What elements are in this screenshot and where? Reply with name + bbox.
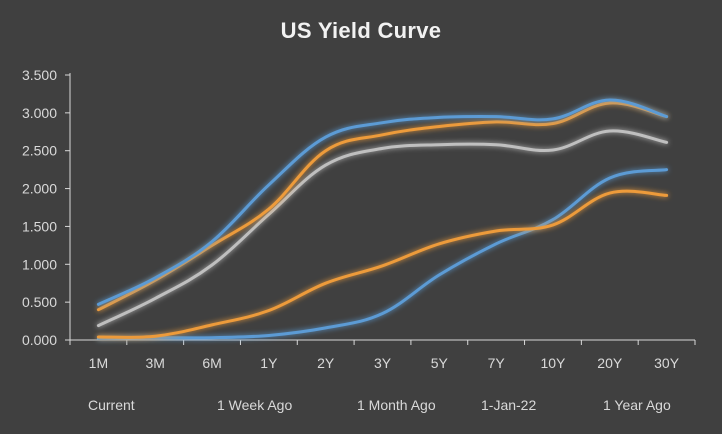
series-line-1-year-ago — [96, 168, 669, 340]
series-line-current — [96, 98, 669, 306]
series-line-1-month-ago — [96, 129, 669, 328]
x-tick-label: 1M — [89, 355, 108, 371]
y-tick-label: 2.000 — [22, 181, 57, 197]
x-tick-label: 6M — [202, 355, 221, 371]
series-line-1-week-ago — [96, 101, 669, 312]
legend-label: 1 Month Ago — [357, 397, 436, 413]
x-tick-label: 3Y — [374, 355, 392, 371]
y-tick-label: 3.500 — [22, 67, 57, 83]
x-tick-label: 7Y — [488, 355, 506, 371]
legend-label: Current — [88, 397, 135, 413]
x-tick-label: 1Y — [260, 355, 278, 371]
x-tick-label: 3M — [146, 355, 165, 371]
y-tick-label: 2.500 — [22, 143, 57, 159]
x-tick-label: 20Y — [597, 355, 623, 371]
y-tick-label: 0.000 — [22, 332, 57, 348]
y-tick-label: 0.500 — [22, 294, 57, 310]
x-tick-label: 30Y — [654, 355, 680, 371]
chart-title: US Yield Curve — [280, 18, 442, 43]
x-tick-label: 10Y — [540, 355, 566, 371]
legend-label: 1 Year Ago — [603, 397, 671, 413]
y-tick-label: 3.000 — [22, 105, 57, 121]
legend-label: 1 Week Ago — [217, 397, 292, 413]
x-tick-label: 5Y — [431, 355, 449, 371]
y-tick-label: 1.500 — [22, 218, 57, 234]
legend-label: 1-Jan-22 — [481, 397, 536, 413]
y-tick-label: 1.000 — [22, 256, 57, 272]
x-tick-label: 2Y — [317, 355, 335, 371]
